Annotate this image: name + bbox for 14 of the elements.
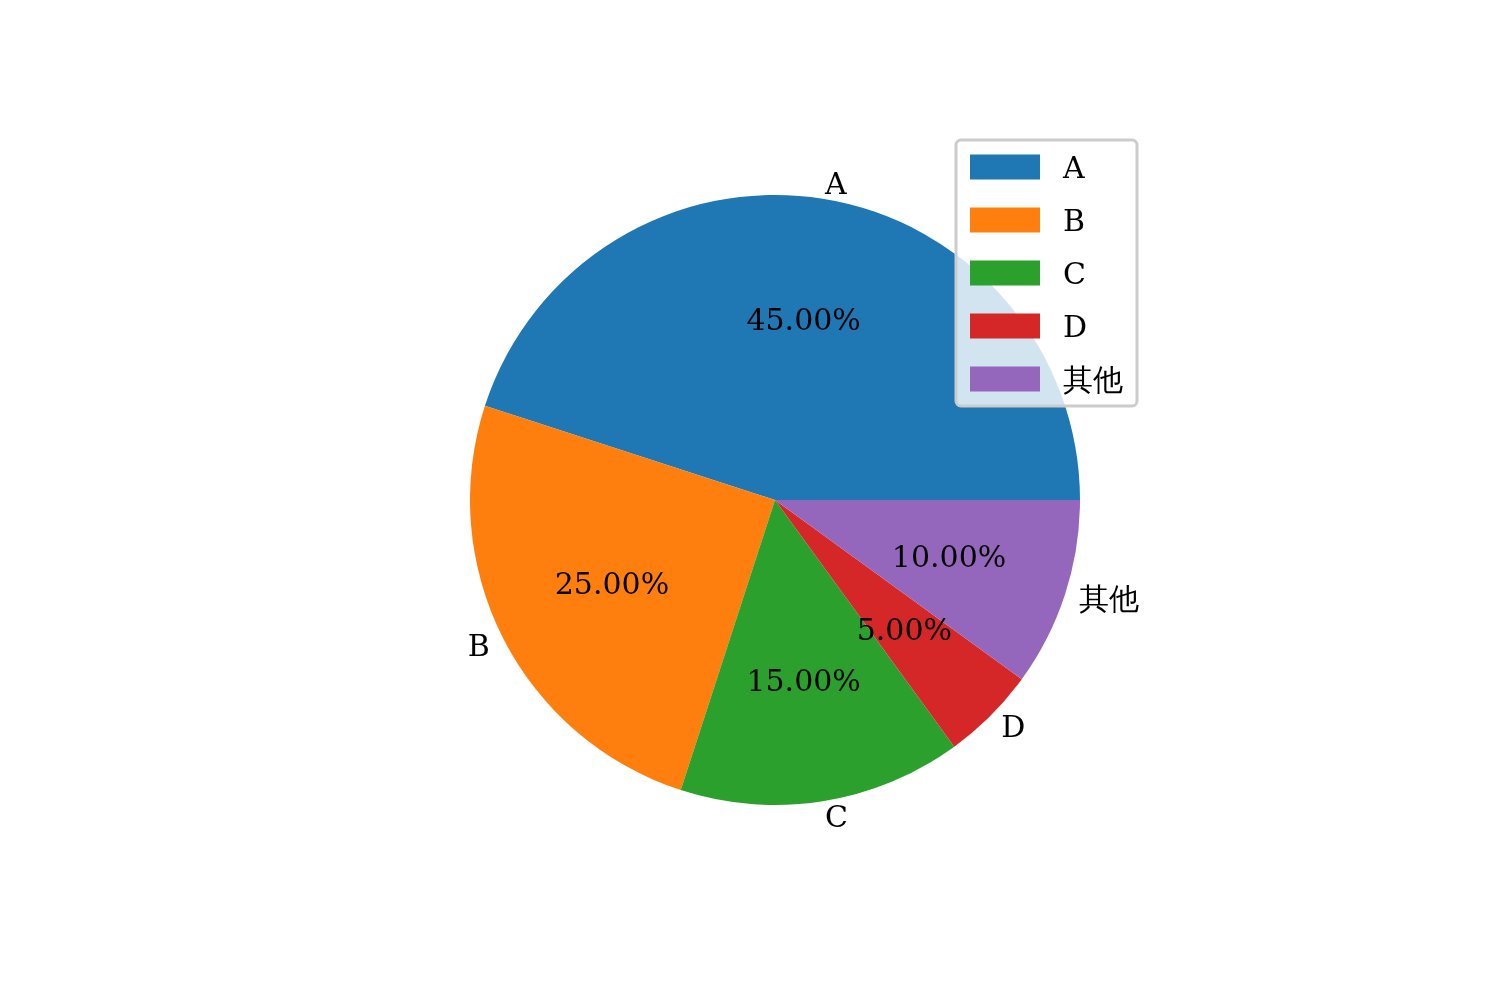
slice-label: B: [467, 627, 490, 663]
data-label: 25.00%: [554, 565, 670, 601]
legend-label: D: [1063, 308, 1088, 344]
slice-label: C: [825, 798, 849, 834]
slice-label: 其他: [1079, 581, 1140, 617]
legend-label: A: [1062, 149, 1085, 185]
data-label: 15.00%: [746, 663, 861, 699]
slice-label: D: [1001, 708, 1026, 744]
slice-label: A: [824, 166, 848, 202]
legend-label: C: [1063, 255, 1086, 291]
data-label: 45.00%: [746, 301, 861, 337]
data-label: 10.00%: [891, 539, 1007, 575]
legend-label: B: [1063, 202, 1086, 238]
legend-label: 其他: [1063, 361, 1123, 397]
